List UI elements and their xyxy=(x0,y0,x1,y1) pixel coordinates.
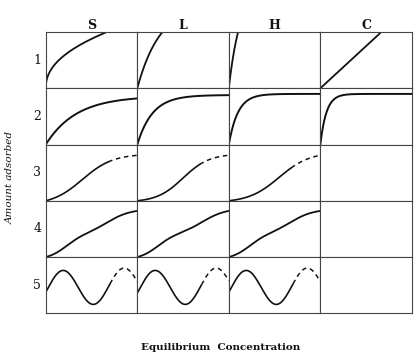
Text: Equilibrium  Concentration: Equilibrium Concentration xyxy=(141,342,300,352)
Y-axis label: 3: 3 xyxy=(33,166,42,179)
Y-axis label: 1: 1 xyxy=(33,54,42,67)
Title: C: C xyxy=(361,19,371,32)
Y-axis label: 2: 2 xyxy=(34,110,41,123)
Y-axis label: 5: 5 xyxy=(34,279,41,292)
Title: H: H xyxy=(269,19,280,32)
Y-axis label: 4: 4 xyxy=(33,222,42,235)
Text: Amount adsorbed: Amount adsorbed xyxy=(6,131,15,225)
Title: L: L xyxy=(178,19,188,32)
Title: S: S xyxy=(87,19,96,32)
